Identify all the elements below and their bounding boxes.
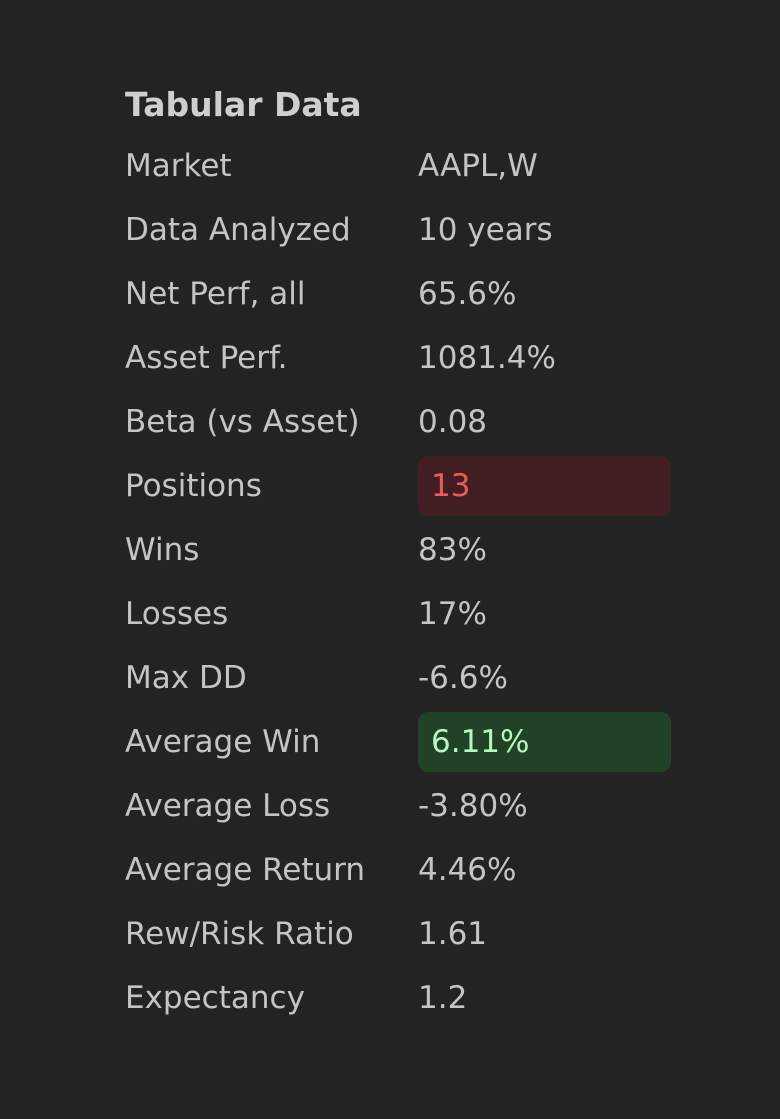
table-row-expectancy: Expectancy 1.2 xyxy=(125,966,685,1030)
row-label: Net Perf, all xyxy=(125,276,306,312)
table-row-beta: Beta (vs Asset) 0.08 xyxy=(125,390,685,454)
row-value: 10 years xyxy=(418,212,553,248)
average-win-badge: 6.11% xyxy=(418,712,671,772)
row-label: Expectancy xyxy=(125,980,305,1016)
table-row-positions: Positions 13 xyxy=(125,454,685,518)
row-value: -3.80% xyxy=(418,788,528,824)
row-label: Average Win xyxy=(125,724,321,760)
row-value: 17% xyxy=(418,596,487,632)
row-value: 0.08 xyxy=(418,404,488,440)
row-label: Wins xyxy=(125,532,200,568)
positions-badge: 13 xyxy=(418,456,671,516)
row-value: AAPL,W xyxy=(418,148,538,184)
row-value: 1.2 xyxy=(418,980,468,1016)
table-row-losses: Losses 17% xyxy=(125,582,685,646)
table-row-asset-perf: Asset Perf. 1081.4% xyxy=(125,326,685,390)
tabular-data-panel: Tabular Data Market AAPL,W Data Analyzed… xyxy=(125,82,685,1030)
row-label: Asset Perf. xyxy=(125,340,288,376)
row-label: Rew/Risk Ratio xyxy=(125,916,354,952)
table-row-data-analyzed: Data Analyzed 10 years xyxy=(125,198,685,262)
table-row-average-loss: Average Loss -3.80% xyxy=(125,774,685,838)
table-row-wins: Wins 83% xyxy=(125,518,685,582)
row-label: Positions xyxy=(125,468,262,504)
table-row-average-return: Average Return 4.46% xyxy=(125,838,685,902)
table-title: Tabular Data xyxy=(125,85,362,124)
row-value: 4.46% xyxy=(418,852,517,888)
row-label: Average Return xyxy=(125,852,366,888)
row-label: Losses xyxy=(125,596,229,632)
row-label: Market xyxy=(125,148,232,184)
table-row-rew-risk-ratio: Rew/Risk Ratio 1.61 xyxy=(125,902,685,966)
table-row-average-win: Average Win 6.11% xyxy=(125,710,685,774)
table-row-market: Market AAPL,W xyxy=(125,134,685,198)
row-label: Average Loss xyxy=(125,788,331,824)
table-row-max-dd: Max DD -6.6% xyxy=(125,646,685,710)
row-value: 1081.4% xyxy=(418,340,556,376)
row-label: Max DD xyxy=(125,660,247,696)
row-label: Data Analyzed xyxy=(125,212,351,248)
row-value: 83% xyxy=(418,532,487,568)
row-value: -6.6% xyxy=(418,660,508,696)
row-value: 65.6% xyxy=(418,276,517,312)
row-value: 1.61 xyxy=(418,916,488,952)
row-label: Beta (vs Asset) xyxy=(125,404,360,440)
table-row-net-perf: Net Perf, all 65.6% xyxy=(125,262,685,326)
